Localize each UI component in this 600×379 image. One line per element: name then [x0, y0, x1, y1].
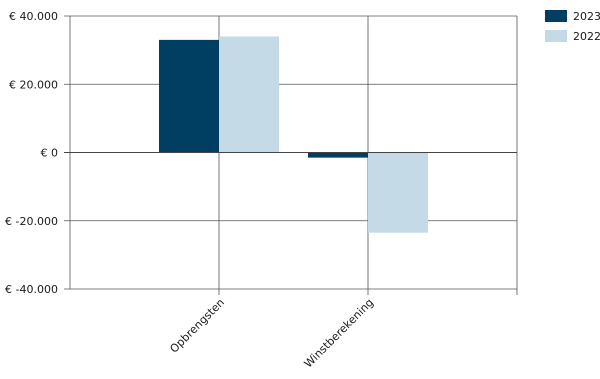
legend-swatch-2023	[545, 10, 567, 22]
x-tick-label: Opbrengsten	[167, 296, 227, 356]
y-tick-label: € -40.000	[5, 283, 58, 296]
bar-2022-winstberekening	[368, 152, 428, 233]
legend-label: 2022	[573, 30, 600, 43]
grid-layer	[64, 15, 518, 295]
bar-2023-opbrengsten	[159, 39, 219, 153]
legend: 2023 2022	[545, 10, 600, 43]
bar-2022-opbrengsten	[219, 36, 279, 153]
x-tick-label: Winstberekening	[302, 296, 376, 370]
y-tick-label: € -20.000	[5, 215, 58, 228]
bar-2023-winstberekening	[308, 152, 368, 158]
bars-layer	[159, 36, 428, 233]
y-tick-label: € 20.000	[9, 78, 58, 91]
legend-label: 2023	[573, 10, 600, 23]
y-tick-label: € 0	[41, 147, 59, 160]
legend-swatch-2022	[545, 30, 567, 42]
y-tick-label: € 40.000	[9, 10, 58, 23]
